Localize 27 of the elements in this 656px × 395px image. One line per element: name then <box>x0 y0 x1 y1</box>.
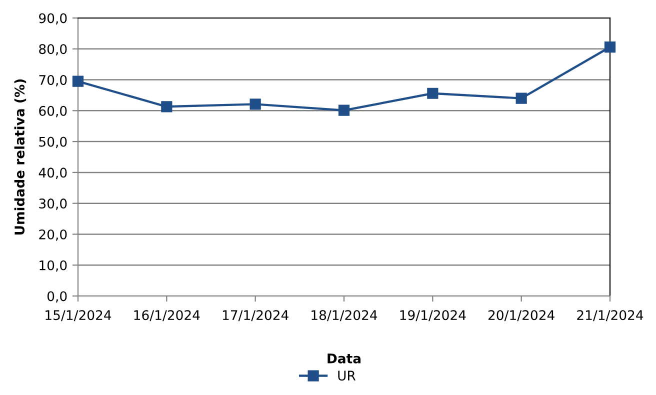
y-tick-label: 0,0 <box>47 291 67 303</box>
point <box>250 98 261 110</box>
y-tick-label: 20,0 <box>39 229 67 241</box>
x-tick-label: 21/1/2024 <box>577 310 644 322</box>
x-tick-label: 17/1/2024 <box>222 310 288 322</box>
y-tick-label: 30,0 <box>39 198 67 210</box>
y-tick-label: 80,0 <box>39 44 67 56</box>
y-axis-title: Umidade relativa (%) <box>14 79 26 234</box>
point <box>604 41 616 53</box>
point <box>427 88 438 99</box>
point <box>161 101 172 112</box>
y-tick-label: 70,0 <box>39 75 67 86</box>
legend-label: UR <box>338 370 356 381</box>
x-tick-label: 15/1/2024 <box>46 310 112 322</box>
x-tick-label: 16/1/2024 <box>134 310 200 322</box>
x-tick-label: 20/1/2024 <box>488 310 554 322</box>
point <box>72 76 84 87</box>
x-tick-label: 19/1/2024 <box>400 310 466 322</box>
y-tick-label: 40,0 <box>38 168 67 179</box>
y-tick-label: 50,0 <box>39 136 67 148</box>
x-axis-title: Data <box>328 354 360 364</box>
point <box>516 92 527 104</box>
y-tick-label: 10,0 <box>40 260 67 272</box>
y-tick-label: 90,0 <box>39 13 67 25</box>
x-tick-label: 18/1/2024 <box>312 310 378 322</box>
point <box>338 104 350 116</box>
y-tick-label: 60,0 <box>39 106 67 118</box>
